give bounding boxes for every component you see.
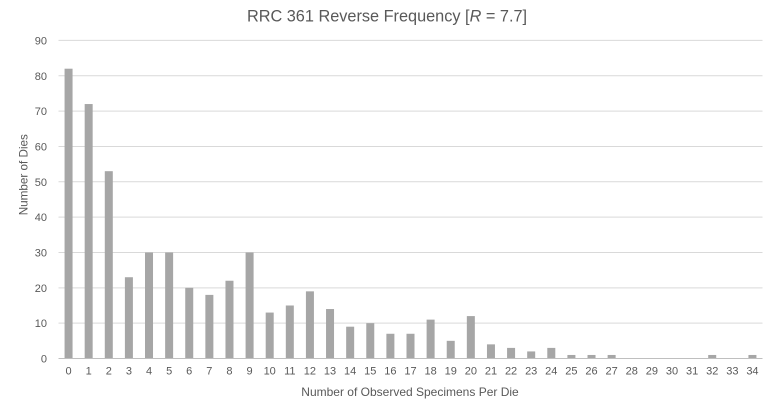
svg-text:8: 8 bbox=[226, 366, 232, 378]
svg-text:27: 27 bbox=[606, 366, 618, 378]
svg-text:90: 90 bbox=[35, 35, 47, 47]
svg-text:0: 0 bbox=[65, 366, 71, 378]
svg-text:33: 33 bbox=[726, 366, 738, 378]
svg-text:21: 21 bbox=[485, 366, 497, 378]
svg-text:50: 50 bbox=[35, 177, 47, 189]
svg-text:22: 22 bbox=[505, 366, 517, 378]
svg-text:6: 6 bbox=[186, 366, 192, 378]
svg-text:25: 25 bbox=[565, 366, 577, 378]
svg-text:11: 11 bbox=[284, 366, 295, 378]
svg-text:4: 4 bbox=[146, 366, 152, 378]
svg-text:10: 10 bbox=[35, 318, 47, 330]
svg-text:31: 31 bbox=[686, 366, 698, 378]
svg-text:34: 34 bbox=[746, 366, 758, 378]
svg-text:30: 30 bbox=[35, 247, 47, 259]
svg-text:28: 28 bbox=[626, 366, 638, 378]
svg-text:23: 23 bbox=[525, 366, 537, 378]
svg-text:18: 18 bbox=[424, 366, 436, 378]
svg-text:3: 3 bbox=[126, 366, 132, 378]
svg-text:16: 16 bbox=[384, 366, 396, 378]
svg-text:9: 9 bbox=[247, 366, 253, 378]
svg-text:70: 70 bbox=[35, 106, 47, 118]
svg-text:30: 30 bbox=[666, 366, 678, 378]
svg-text:40: 40 bbox=[35, 212, 47, 224]
svg-text:Number of Observed Specimens P: Number of Observed Specimens Per Die bbox=[301, 385, 519, 399]
svg-text:5: 5 bbox=[166, 366, 172, 378]
svg-text:20: 20 bbox=[35, 283, 47, 295]
svg-text:26: 26 bbox=[585, 366, 597, 378]
svg-text:2: 2 bbox=[106, 366, 112, 378]
svg-text:32: 32 bbox=[706, 366, 718, 378]
svg-text:80: 80 bbox=[35, 71, 47, 83]
svg-text:10: 10 bbox=[264, 366, 276, 378]
svg-text:24: 24 bbox=[545, 366, 557, 378]
svg-text:20: 20 bbox=[465, 366, 477, 378]
svg-text:29: 29 bbox=[646, 366, 658, 378]
svg-text:1: 1 bbox=[86, 366, 92, 378]
svg-text:60: 60 bbox=[35, 141, 47, 153]
svg-text:RRC 361 Reverse Frequency [R =: RRC 361 Reverse Frequency [R = 7.7] bbox=[247, 7, 527, 25]
svg-text:0: 0 bbox=[41, 354, 47, 366]
svg-text:13: 13 bbox=[324, 366, 336, 378]
svg-text:Number of Dies: Number of Dies bbox=[17, 134, 30, 215]
svg-text:19: 19 bbox=[445, 366, 457, 378]
svg-text:14: 14 bbox=[344, 366, 356, 378]
svg-text:7: 7 bbox=[206, 366, 212, 378]
svg-text:12: 12 bbox=[304, 366, 316, 378]
svg-text:15: 15 bbox=[364, 366, 376, 378]
svg-text:17: 17 bbox=[404, 366, 416, 378]
